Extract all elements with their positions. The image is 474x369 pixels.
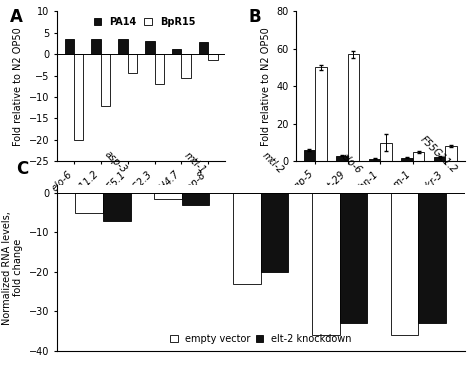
Bar [182, 54, 191, 77]
Bar [348, 54, 359, 162]
Bar [101, 54, 110, 106]
Bar [154, 193, 182, 199]
Bar [380, 143, 392, 162]
Bar [339, 193, 367, 323]
Text: C: C [16, 160, 28, 178]
Legend: PA14, BpR15: PA14, BpR15 [93, 16, 196, 28]
Bar [304, 150, 315, 162]
Bar [369, 159, 380, 162]
Bar [103, 193, 131, 221]
Bar [128, 54, 137, 73]
Text: A: A [9, 8, 23, 26]
Y-axis label: Fold relative to N2 OP50: Fold relative to N2 OP50 [261, 27, 271, 146]
Bar [413, 152, 424, 162]
Y-axis label: Fold relative to N2 OP50: Fold relative to N2 OP50 [13, 27, 23, 146]
Bar [391, 193, 419, 335]
Bar [74, 54, 83, 140]
Bar [233, 193, 261, 284]
Legend: empty vector, elt-2 knockdown: empty vector, elt-2 knockdown [168, 332, 354, 346]
Bar [337, 156, 348, 162]
Bar [401, 158, 413, 162]
Bar [118, 39, 128, 54]
Bar [64, 39, 74, 54]
Text: B: B [249, 8, 262, 26]
Bar [199, 42, 208, 54]
Bar [91, 39, 101, 54]
Bar [434, 157, 446, 162]
Y-axis label: Normalized RNA levels,
fold change: Normalized RNA levels, fold change [1, 211, 23, 325]
Bar [75, 193, 103, 213]
Bar [419, 193, 446, 323]
Bar [172, 49, 182, 54]
Bar [261, 193, 288, 272]
Bar [155, 54, 164, 84]
Bar [446, 146, 457, 162]
Bar [315, 68, 327, 162]
Bar [182, 193, 210, 205]
Bar [208, 54, 218, 61]
Bar [312, 193, 339, 335]
Bar [145, 41, 155, 54]
